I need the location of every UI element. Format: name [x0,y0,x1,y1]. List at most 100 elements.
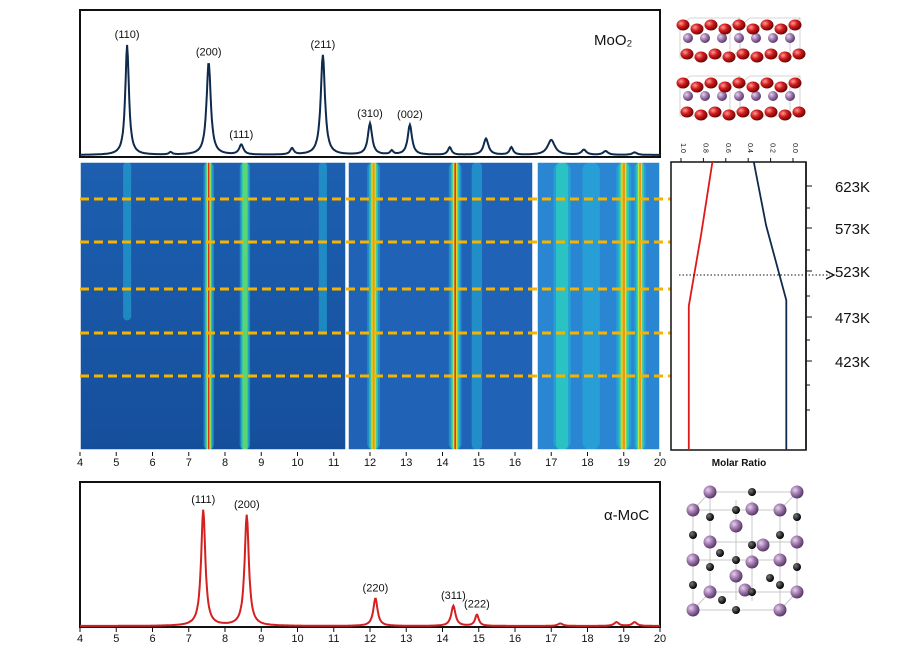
oxygen-atom [718,81,732,93]
mo-atom [729,519,743,533]
molar-ratio-ticks: 1.0 0.8 0.6 0.4 0.2 0.0 [679,143,798,162]
carbon-atom [748,541,756,549]
top-peak-label: (110) [115,29,140,41]
oxygen-atom [708,48,722,60]
mo02-pattern-line [80,44,660,156]
mo-atom [734,91,744,101]
bottom-x-tick-label: 14 [436,633,448,645]
oxygen-atom [676,19,690,31]
bottom-peak-label: (111) [191,494,215,506]
heatmap-streaks-2 [367,162,483,450]
mo-atom [700,91,710,101]
carbon-atom [748,588,756,596]
oxygen-atom [694,109,708,121]
heatmap-streaks-3 [553,162,646,450]
mo-atom [768,91,778,101]
bottom-panel-title: α-MoC [604,507,650,524]
oxygen-atom [792,106,806,118]
bottom-x-tick-label: 20 [654,633,666,645]
temperature-label: 473K [835,310,870,327]
carbon-atom [793,563,801,571]
oxygen-atom [750,51,764,63]
bottom-x-axis: 4 5 6 7 8 9 10 11 12 13 14 15 16 17 18 19 20 [77,628,666,645]
mo-atom [751,33,761,43]
bottom-peak-labels: (111) (200) (220) (311)(222) [191,494,489,611]
temperature-label: 573K [835,221,870,238]
bottom-peak-label: (311) [441,590,466,602]
mo-atom [729,569,743,583]
heatmap-streak [208,162,210,450]
heatmap-x-tick-label: 16 [509,457,521,469]
heatmap-streak [372,162,375,450]
top-peak-labels: (110) (200) (111) (211) (310) (002) [115,29,423,141]
bottom-x-tick-label: 11 [328,633,339,645]
heatmap-x-tick-label: 13 [400,457,412,469]
heatmap-x-tick-label: 11 [328,457,339,469]
carbon-atom [776,531,784,539]
bottom-x-tick-label: 19 [618,633,630,645]
heatmap-streak [639,162,642,450]
mo-atom [703,485,717,499]
molar-ratio-frame [670,161,807,451]
mo-atom [773,503,787,517]
bottom-peak-label: (200) [234,499,260,511]
top-peak-label: (211) [310,39,335,51]
heatmap-x-tick-label: 18 [581,457,593,469]
alpha-moc-crystal-structure [686,485,804,617]
mo-atom [745,555,759,569]
oxygen-atom [722,51,736,63]
molar-ratio-tick-label: 1.0 [679,143,686,153]
mo-atom [751,91,761,101]
heatmap-x-tick-label: 14 [436,457,448,469]
mo-atom [686,503,700,517]
oxygen-atom [746,23,760,35]
heatmap-x-tick-label: 5 [113,457,119,469]
heatmap-streak [556,162,569,450]
heatmap-x-axis: 4 5 6 7 8 9 10 11 12 13 14 15 16 17 18 19 20 [77,452,666,469]
heatmap-x-tick-label: 19 [618,457,630,469]
molar-ratio-tick-label: 0.0 [791,143,798,153]
oxygen-atom [764,106,778,118]
mo-atom [745,502,759,516]
heatmap-streak [471,162,483,450]
bottom-x-tick-label: 9 [258,633,264,645]
heatmap-x-tick-label: 15 [473,457,485,469]
oxygen-atom [722,109,736,121]
transition-arrow-icon [825,270,836,280]
oxygen-atom [704,77,718,89]
carbon-atom [706,513,714,521]
oxygen-atom [778,109,792,121]
moo2-crystal-structure [676,17,806,121]
molar-ratio-tick-label: 0.2 [769,143,776,153]
bottom-x-tick-label: 18 [581,633,593,645]
top-xrd-panel: (110) (200) (111) (211) (310) (002) MoO₂ [79,9,661,158]
carbon-atom [793,513,801,521]
heatmap-x-tick-label: 7 [186,457,192,469]
mo-atom [700,33,710,43]
mo-atom [756,538,770,552]
oxygen-atom [680,48,694,60]
heatmap-x-tick-label: 12 [364,457,376,469]
molar-ratio-label: Molar Ratio [712,458,766,469]
molar-ratio-curves [687,161,788,450]
mo-atom [790,535,804,549]
bottom-peak-label: (220) [363,582,389,594]
bottom-xrd-panel: (111) (200) (220) (311)(222) 4 5 6 7 8 9 10 11 12 13… [77,481,666,645]
oxygen-atom [774,81,788,93]
oxygen-atom [750,109,764,121]
top-peak-label: (002) [397,109,423,121]
heatmap-streak [318,162,327,335]
mo-atom [683,91,693,101]
molar-ratio-red-line [687,161,714,450]
oxygen-atom [732,19,746,31]
oxygen-atom [732,77,746,89]
mo-atom [686,553,700,567]
mo-atom [773,553,787,567]
mo-atom [703,585,717,599]
oxygen-atom [694,51,708,63]
oxygen-atom [690,81,704,93]
mo-atom [768,33,778,43]
alpha-moc-pattern-line [80,509,660,627]
bottom-x-tick-label: 10 [291,633,303,645]
